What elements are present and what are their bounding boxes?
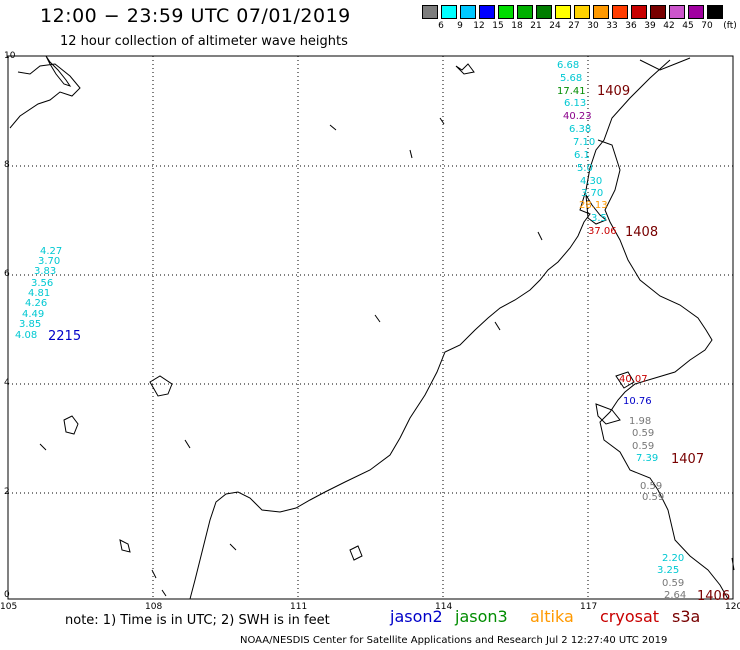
swh-value-label: 7.10 — [573, 137, 596, 148]
scale-tick-label: 9 — [457, 21, 463, 31]
swh-value-label: 2.20 — [662, 553, 685, 564]
scale-tick-label: 30 — [587, 21, 599, 31]
footnote: note: 1) Time is in UTC; 2) SWH is in fe… — [65, 613, 330, 628]
legend-jason2: jason2 — [390, 607, 443, 626]
swh-value-label: 3.56 — [31, 278, 54, 289]
map-title: 12:00 − 23:59 UTC 07/01/2019 — [40, 5, 351, 27]
swh-value-label: 40.23 — [563, 111, 592, 122]
swh-value-label: 0.59 — [642, 492, 665, 503]
scale-tick-label: 33 — [606, 21, 618, 31]
map-subtitle: 12 hour collection of altimeter wave hei… — [60, 34, 348, 49]
legend-cryosat: cryosat — [600, 607, 660, 626]
scale-tick-label: 45 — [682, 21, 694, 31]
swh-value-label: 28.13 — [579, 200, 608, 211]
graticule — [8, 56, 733, 599]
swh-value-label: 4.08 — [15, 330, 38, 341]
scale-tick-label: 6 — [438, 21, 444, 31]
scale-swatch — [460, 5, 476, 19]
swh-value-label: 7.39 — [636, 453, 659, 464]
lat-tick-label: 4 — [4, 378, 10, 388]
lat-tick-label: 0 — [4, 590, 10, 600]
swh-value-label: 3.70 — [581, 188, 604, 199]
swh-value-label: 6.1 — [574, 150, 590, 161]
coastline — [9, 55, 735, 600]
credit-line: NOAA/NESDIS Center for Satellite Applica… — [240, 635, 668, 646]
track-time-label: 2215 — [48, 329, 82, 344]
swh-value-label: 4.49 — [22, 309, 45, 320]
legend-altika: altika — [530, 607, 574, 626]
swh-value-label: 37.06 — [588, 226, 617, 237]
swh-value-label: 1.98 — [629, 416, 652, 427]
legend-s3a: s3a — [672, 607, 701, 626]
swh-value-label: 4.27 — [40, 246, 63, 257]
swh-value-label: 3.85 — [19, 319, 42, 330]
lat-tick-label: 2 — [4, 487, 10, 497]
scale-tick-label: 36 — [625, 21, 637, 31]
lon-tick-label: 105 — [0, 602, 18, 612]
lon-tick-label: 111 — [290, 602, 308, 612]
scale-tick-label: 21 — [530, 21, 542, 31]
swh-value-label: 3.70 — [38, 256, 61, 267]
scale-swatch — [536, 5, 552, 19]
track-time-label: 1409 — [597, 84, 631, 99]
swh-value-label: 6.38 — [569, 124, 592, 135]
scale-swatch — [669, 5, 685, 19]
scale-swatch — [631, 5, 647, 19]
scale-swatch — [517, 5, 533, 19]
scale-swatch — [422, 5, 438, 19]
scale-swatch — [574, 5, 590, 19]
swh-value-label: 17.41 — [557, 86, 586, 97]
swh-value-label: 10.76 — [623, 396, 652, 407]
swh-value-label: 6.13 — [564, 98, 587, 109]
scale-tick-label: 70 — [701, 21, 713, 31]
track-time-label: 1407 — [671, 452, 705, 467]
track-time-label: 1406 — [697, 589, 731, 604]
swh-value-label: 40.07 — [619, 374, 648, 385]
scale-swatch — [650, 5, 666, 19]
scale-tick-label: 39 — [644, 21, 656, 31]
swh-value-label: 5.0 — [577, 163, 593, 174]
legend-jason3: jason3 — [455, 607, 508, 626]
scale-tick-label: 27 — [568, 21, 580, 31]
lat-tick-label: 6 — [4, 269, 10, 279]
swh-value-label: 2.64 — [664, 590, 687, 601]
lat-tick-label: 10 — [4, 51, 16, 61]
scale-swatch — [441, 5, 457, 19]
lon-tick-label: 117 — [580, 602, 598, 612]
lon-tick-label: 120 — [725, 602, 740, 612]
swh-value-label: 0.59 — [632, 441, 655, 452]
swh-value-label: 5.68 — [560, 73, 583, 84]
scale-tick-label: 24 — [549, 21, 561, 31]
scale-tick-label: 12 — [473, 21, 485, 31]
map-frame — [7, 55, 734, 600]
swh-value-label: 0.59 — [662, 578, 685, 589]
swh-value-label: 0.59 — [640, 481, 663, 492]
lat-tick-label: 8 — [4, 160, 10, 170]
swh-value-label: 0.59 — [632, 428, 655, 439]
lon-tick-label: 114 — [435, 602, 453, 612]
track-time-label: 1408 — [625, 225, 659, 240]
scale-swatch — [612, 5, 628, 19]
scale-swatch — [688, 5, 704, 19]
scale-swatch — [707, 5, 723, 19]
scale-tick-label: 15 — [492, 21, 504, 31]
lon-tick-label: 108 — [145, 602, 163, 612]
swh-value-label: 3.25 — [657, 565, 680, 576]
scale-tick-label: 42 — [663, 21, 675, 31]
scale-unit-label: (ft) — [723, 21, 737, 31]
swh-value-label: 4.81 — [28, 288, 51, 299]
scale-swatch — [593, 5, 609, 19]
swh-value-label: 3.5 — [591, 213, 607, 224]
scale-swatch — [498, 5, 514, 19]
scale-swatch — [555, 5, 571, 19]
swh-value-label: 4.26 — [25, 298, 48, 309]
swh-value-label: 4.30 — [580, 176, 603, 187]
scale-tick-label: 18 — [511, 21, 523, 31]
swh-value-label: 3.83 — [34, 266, 57, 277]
scale-swatch — [479, 5, 495, 19]
swh-value-label: 6.68 — [557, 60, 580, 71]
